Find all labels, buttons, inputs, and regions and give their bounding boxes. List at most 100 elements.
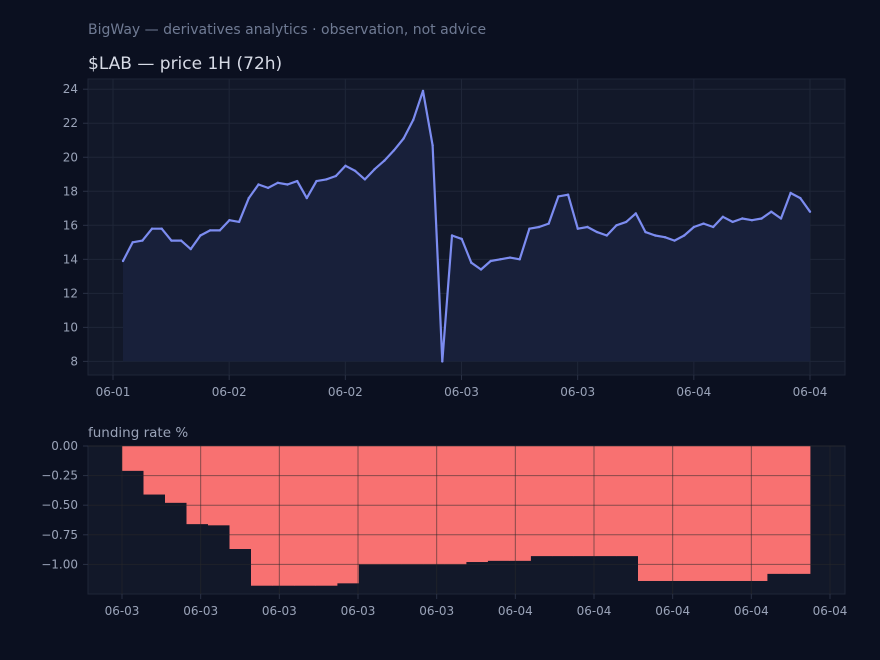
- price-y-ticks: 8 10 12 14 16 18 20 22 24: [63, 82, 88, 368]
- price-point: [673, 239, 676, 242]
- price-point: [760, 217, 763, 220]
- funding-x-tick-label: 06-03: [419, 604, 454, 618]
- funding-x-tick-label: 06-04: [734, 604, 769, 618]
- funding-bar: [208, 446, 230, 526]
- price-point: [615, 224, 618, 227]
- price-point: [595, 230, 599, 234]
- price-area-fill: [123, 90, 810, 362]
- funding-bar: [767, 446, 789, 574]
- price-x-tick-label: 06-02: [212, 385, 247, 399]
- price-point: [412, 118, 415, 122]
- price-point: [537, 225, 541, 229]
- price-point: [779, 217, 783, 220]
- price-point: [460, 237, 463, 241]
- funding-bar: [186, 446, 209, 525]
- price-point: [334, 174, 338, 178]
- price-point: [441, 360, 444, 363]
- price-point: [605, 234, 608, 237]
- price-point: [789, 191, 792, 195]
- price-point: [741, 217, 744, 220]
- price-point: [586, 225, 589, 229]
- funding-bar: [251, 446, 273, 586]
- price-point: [325, 178, 328, 181]
- price-point: [770, 210, 773, 213]
- price-point: [508, 256, 512, 259]
- price-point: [644, 230, 647, 234]
- price-point: [547, 222, 550, 225]
- funding-bar: [552, 446, 574, 557]
- funding-x-tick-label: 06-03: [262, 604, 297, 618]
- funding-y-tick-label: 0.00: [51, 439, 78, 453]
- funding-y-tick-label: −0.25: [41, 469, 78, 483]
- price-point: [383, 159, 386, 162]
- price-point: [750, 219, 754, 222]
- price-y-tick-label: 16: [63, 218, 78, 232]
- funding-x-tick-label: 06-03: [105, 604, 140, 618]
- funding-bar: [165, 446, 187, 503]
- price-x-tick-label: 06-02: [328, 385, 363, 399]
- header-subtitle: BigWay — derivatives analytics · observa…: [88, 22, 486, 38]
- price-point: [402, 137, 405, 140]
- funding-y-tick-label: −0.75: [41, 528, 78, 542]
- funding-y-tick-label: −0.50: [41, 498, 78, 512]
- price-point: [373, 168, 376, 171]
- funding-bar: [337, 446, 359, 584]
- price-point: [663, 236, 667, 239]
- price-point: [286, 183, 289, 186]
- price-point: [799, 196, 802, 200]
- funding-x-tick-label: 06-04: [813, 604, 848, 618]
- funding-bar: [509, 446, 531, 561]
- funding-bar: [143, 446, 166, 495]
- price-point: [721, 215, 725, 218]
- price-x-tick-label: 06-03: [444, 385, 479, 399]
- price-point: [160, 227, 163, 230]
- price-chart-title: $LAB — price 1H (72h): [88, 54, 282, 74]
- price-point: [528, 227, 531, 230]
- funding-y-tick-label: −1.00: [41, 557, 78, 571]
- funding-chart-title: funding rate %: [88, 425, 188, 441]
- price-point: [363, 178, 367, 181]
- price-point: [305, 196, 308, 200]
- funding-bar: [229, 446, 252, 550]
- price-point: [276, 181, 279, 184]
- price-y-tick-label: 8: [70, 354, 78, 368]
- funding-bar: [659, 446, 682, 581]
- price-x-ticks: 06-01 06-02 06-02 06-03 06-03 06-04 06-04: [96, 375, 827, 399]
- price-point: [237, 220, 241, 224]
- price-point: [808, 210, 812, 213]
- funding-bar: [724, 446, 746, 581]
- price-point: [266, 186, 270, 190]
- funding-bar: [294, 446, 316, 586]
- funding-bar: [573, 446, 596, 557]
- funding-bar: [530, 446, 553, 557]
- price-points: [121, 89, 812, 363]
- price-point: [518, 258, 521, 261]
- price-point: [625, 220, 628, 224]
- price-point: [218, 229, 221, 232]
- price-point: [489, 259, 492, 263]
- funding-grid: [88, 445, 845, 594]
- funding-x-tick-label: 06-03: [183, 604, 218, 618]
- funding-bar: [272, 446, 295, 586]
- price-point: [392, 149, 396, 152]
- price-y-tick-label: 14: [63, 252, 78, 266]
- funding-x-tick-label: 06-04: [577, 604, 612, 618]
- price-point: [150, 227, 154, 230]
- funding-x-tick-label: 06-04: [498, 604, 533, 618]
- funding-bar: [745, 446, 768, 581]
- funding-bar: [638, 446, 660, 581]
- funding-y-ticks: 0.00 −0.25 −0.50 −0.75 −1.00: [41, 439, 88, 571]
- price-point: [450, 234, 454, 237]
- price-y-tick-label: 20: [63, 150, 78, 164]
- price-y-tick-label: 12: [63, 286, 78, 300]
- price-point: [421, 89, 425, 93]
- price-x-tick-label: 06-03: [560, 385, 595, 399]
- price-point: [692, 225, 696, 229]
- price-y-tick-label: 10: [63, 320, 78, 334]
- price-point: [228, 219, 231, 222]
- funding-bar: [788, 446, 811, 574]
- price-point: [431, 144, 434, 147]
- funding-bar: [466, 446, 488, 563]
